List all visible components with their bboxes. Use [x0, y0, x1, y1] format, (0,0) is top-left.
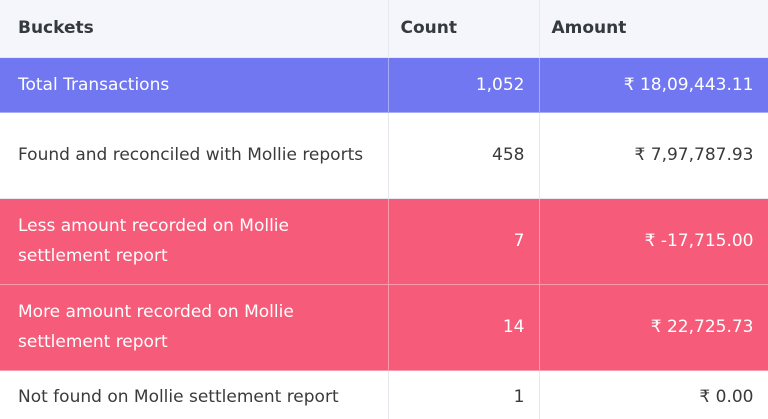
header-amount[interactable]: Amount [539, 0, 768, 58]
amount-cell: ₹ -17,715.00 [539, 198, 768, 285]
bucket-cell: More amount recorded on Mollie settlemen… [0, 284, 389, 371]
table-row-total-transactions[interactable]: Total Transactions 1,052 ₹ 18,09,443.11 [0, 57, 768, 113]
bucket-cell: Total Transactions [0, 57, 389, 113]
table-row-found-reconciled[interactable]: Found and reconciled with Mollie reports… [0, 112, 768, 199]
amount-cell: ₹ 22,725.73 [539, 284, 768, 371]
table-row-less-amount[interactable]: Less amount recorded on Mollie settlemen… [0, 198, 768, 285]
amount-cell: ₹ 7,97,787.93 [539, 112, 768, 199]
header-buckets[interactable]: Buckets [0, 0, 389, 58]
bucket-cell: Less amount recorded on Mollie settlemen… [0, 198, 389, 285]
table-header: Buckets Count Amount [0, 0, 768, 58]
header-row: Buckets Count Amount [0, 0, 768, 58]
table-row-more-amount[interactable]: More amount recorded on Mollie settlemen… [0, 284, 768, 371]
count-cell: 1 [388, 370, 540, 419]
count-cell: 7 [388, 198, 540, 285]
table-row-not-found[interactable]: Not found on Mollie settlement report 1 … [0, 370, 768, 419]
header-count[interactable]: Count [388, 0, 540, 58]
count-cell: 14 [388, 284, 540, 371]
count-cell: 458 [388, 112, 540, 199]
table-body: Total Transactions 1,052 ₹ 18,09,443.11 … [0, 57, 768, 419]
bucket-cell: Found and reconciled with Mollie reports [0, 112, 389, 199]
amount-cell: ₹ 18,09,443.11 [539, 57, 768, 113]
count-cell: 1,052 [388, 57, 540, 113]
amount-cell: ₹ 0.00 [539, 370, 768, 419]
bucket-cell: Not found on Mollie settlement report [0, 370, 389, 419]
